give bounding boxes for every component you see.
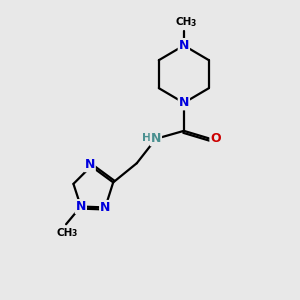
Text: N: N <box>179 39 189 52</box>
Text: 3: 3 <box>71 229 76 238</box>
Text: CH: CH <box>56 228 73 238</box>
Text: 3: 3 <box>190 19 196 28</box>
Text: N: N <box>76 200 86 213</box>
Text: O: O <box>210 132 221 145</box>
Text: N: N <box>179 96 189 110</box>
Text: N: N <box>100 201 110 214</box>
Text: CH: CH <box>176 17 192 27</box>
Text: N: N <box>85 158 95 171</box>
Text: H: H <box>142 133 151 142</box>
Text: N: N <box>151 132 161 145</box>
